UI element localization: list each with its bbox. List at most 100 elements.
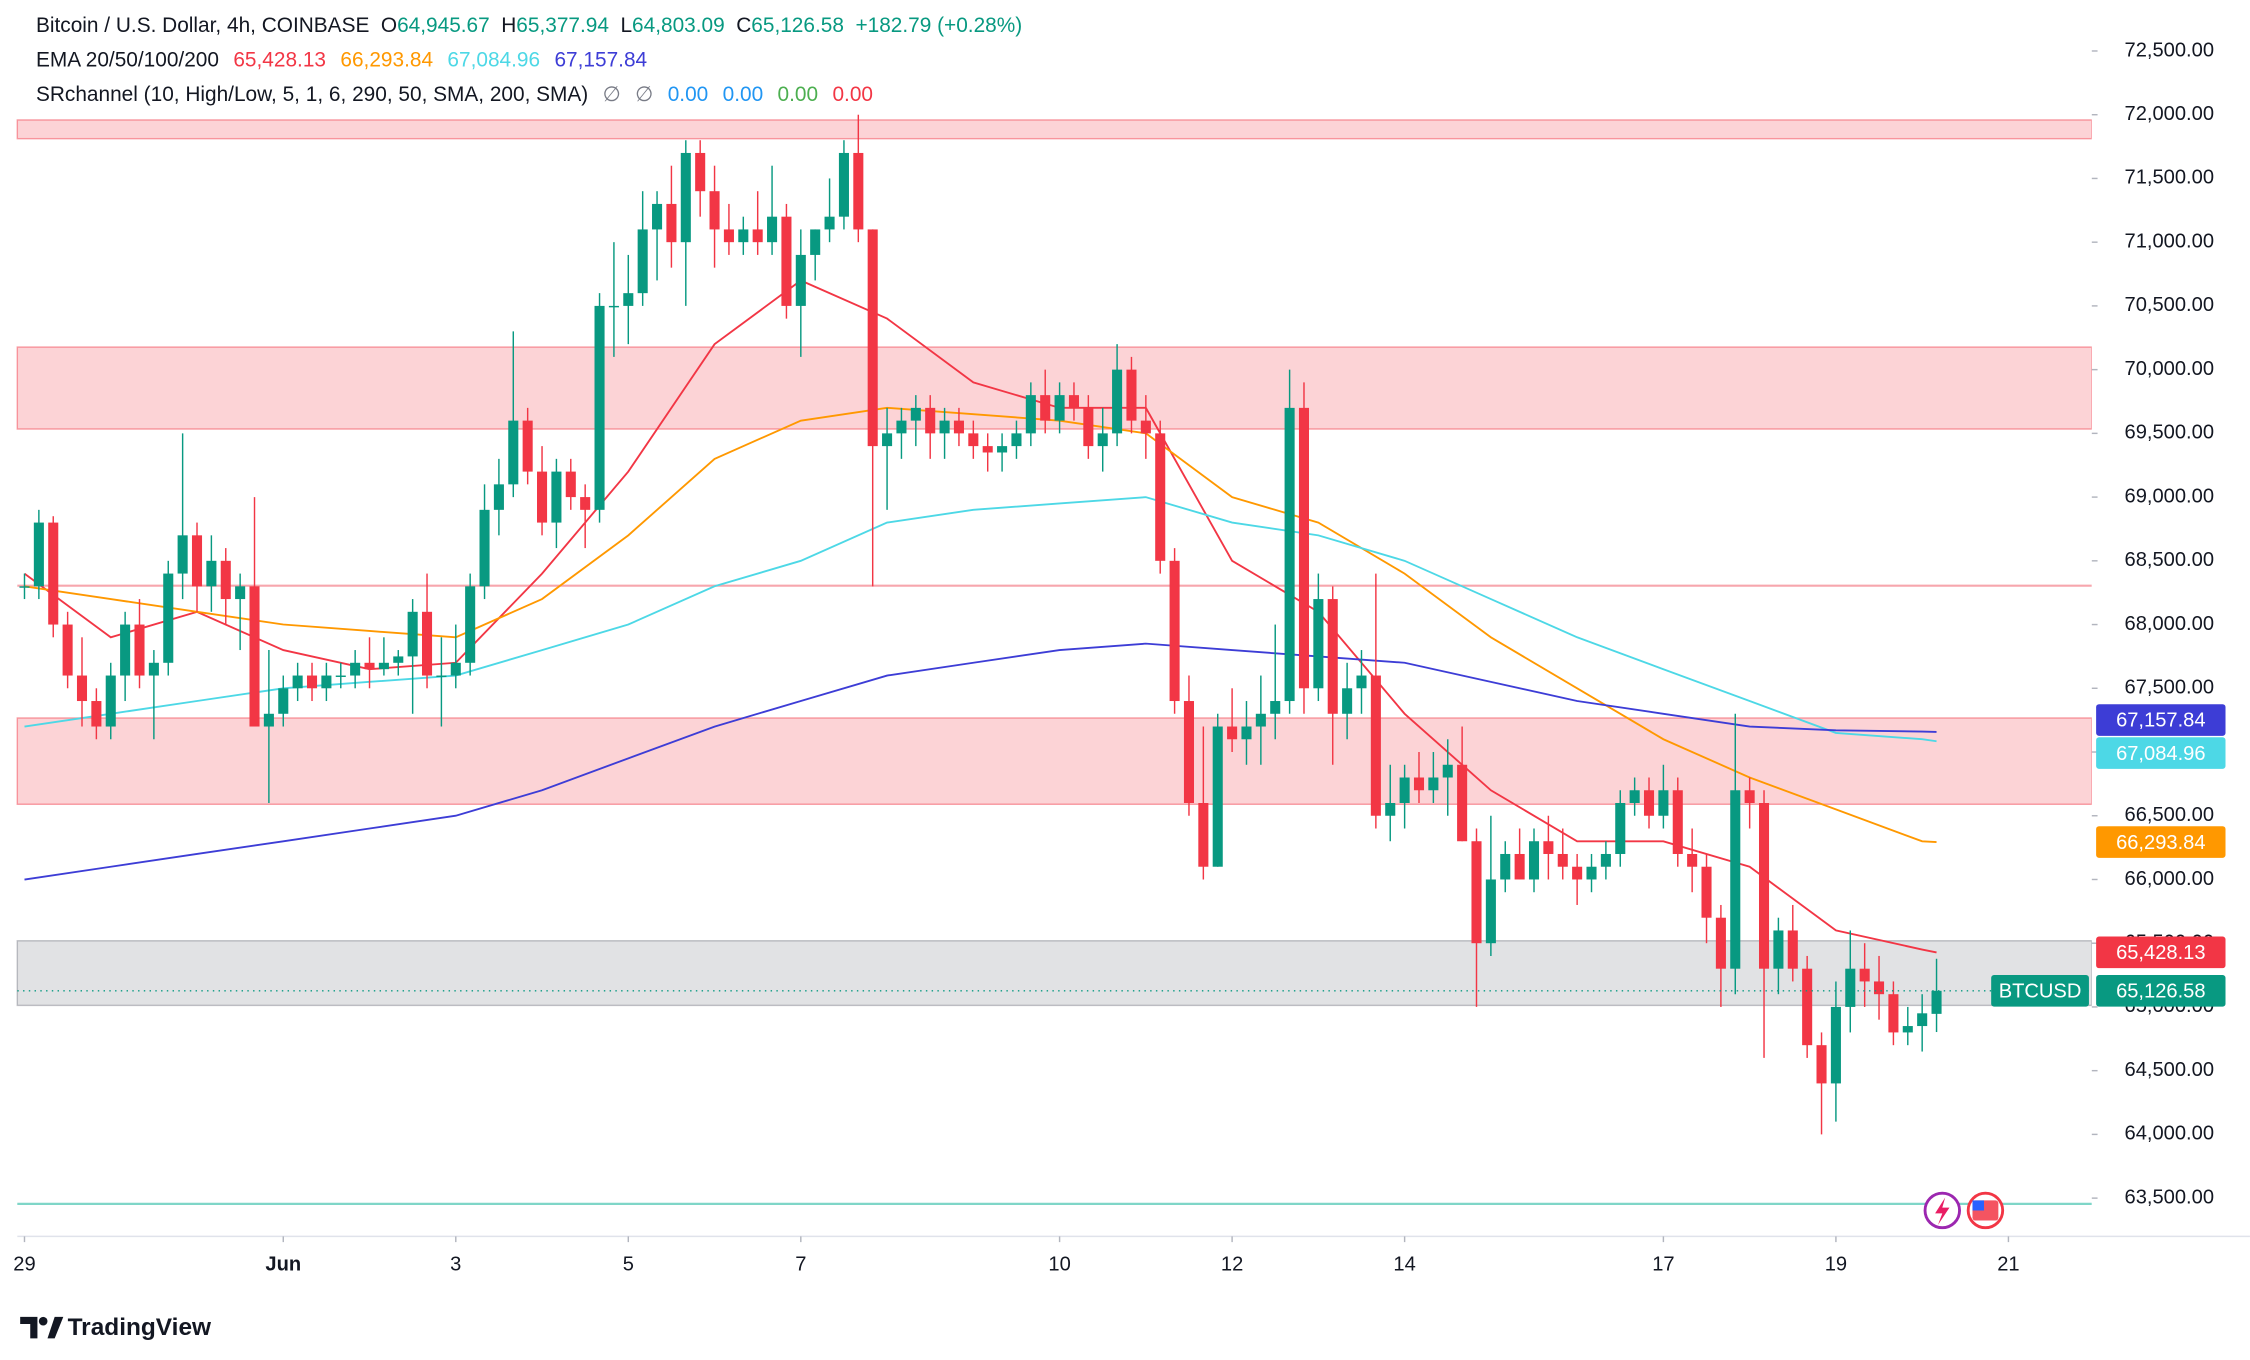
x-tick-label: 12: [1221, 1253, 1243, 1275]
candle-body: [939, 420, 950, 434]
badge-bg: [2096, 704, 2226, 736]
x-tick-label: Jun: [265, 1253, 301, 1275]
candle-body: [925, 407, 936, 434]
candle-body: [220, 560, 231, 600]
candle-body: [1255, 713, 1266, 727]
event-icons[interactable]: [1923, 1191, 2005, 1230]
candle-body: [378, 662, 389, 670]
candle-body: [1514, 853, 1525, 880]
candle-body: [580, 497, 591, 510]
candle-body: [1586, 866, 1597, 880]
candle-body: [1011, 433, 1022, 447]
candle-body: [249, 586, 260, 727]
candle-body: [1471, 841, 1482, 944]
candle-body: [191, 535, 203, 587]
logo-mark: [20, 1316, 38, 1339]
candle-body: [292, 675, 303, 689]
candle-body: [393, 656, 404, 663]
candle-body: [1227, 726, 1238, 740]
candle-body: [1528, 841, 1540, 880]
candle-body: [910, 407, 921, 421]
candle-body: [637, 229, 648, 294]
y-tick-label: 70,500.00: [2125, 294, 2214, 316]
candle-body: [1874, 981, 1885, 995]
sr-zone: [16, 119, 2093, 140]
candle-body: [105, 675, 116, 727]
candle-body: [1370, 675, 1381, 816]
logo-dot: [38, 1316, 48, 1326]
candle-body: [1730, 790, 1741, 969]
candle-body: [1054, 395, 1065, 421]
candle-body: [810, 229, 821, 255]
candle-body: [1888, 994, 1899, 1033]
candle-body: [1500, 853, 1511, 880]
candle-body: [882, 433, 893, 447]
candle-body: [1744, 790, 1755, 803]
candle-body: [1140, 420, 1151, 434]
candle-body: [1356, 675, 1367, 689]
candle-body: [594, 305, 605, 510]
candle-body: [723, 229, 734, 243]
x-tick-label: 14: [1393, 1253, 1415, 1275]
candle-body: [867, 229, 878, 447]
badge-bg: [2096, 826, 2226, 858]
candle-body: [1658, 790, 1669, 816]
ohlc-label: H: [501, 13, 516, 36]
candle-body: [479, 509, 490, 587]
candle-body: [1413, 777, 1425, 791]
candle-body: [1802, 968, 1813, 1046]
ema-value: 65,428.13: [233, 48, 326, 71]
badge-label: 65,428.13: [2116, 942, 2205, 964]
candle-body: [350, 662, 361, 676]
sr-zone: [16, 940, 2093, 1007]
ema-title: EMA 20/50/100/200: [36, 48, 219, 71]
candle-body: [1773, 930, 1784, 969]
candle-body: [680, 152, 691, 243]
candle-body: [1284, 407, 1295, 702]
change: +182.79 (+0.28%): [855, 13, 1022, 36]
sr-output: 0.00: [832, 82, 873, 105]
candle-body: [1687, 853, 1698, 867]
badge-label: 67,157.84: [2116, 710, 2205, 732]
x-tick-label: 7: [795, 1253, 806, 1275]
candle-body: [537, 471, 548, 523]
y-tick-label: 64,000.00: [2125, 1123, 2214, 1145]
ohlc-value: 64,945.67: [397, 13, 490, 36]
badge-label: 65,126.58: [2116, 981, 2205, 1003]
candle-body: [1083, 407, 1094, 447]
ema-price-badge: 67,084.96: [2096, 737, 2226, 769]
ohlc-value: 64,803.09: [632, 13, 725, 36]
candle-body: [1629, 790, 1640, 803]
ohlc-label: O: [381, 13, 397, 36]
sr-symbol: ∅: [635, 82, 653, 105]
candle-body: [1830, 1006, 1841, 1084]
symbol-tag-bg: [1991, 974, 2089, 1007]
candle-body: [163, 573, 174, 663]
candle-body: [177, 535, 188, 574]
candle-body: [767, 216, 778, 243]
candle-body: [421, 611, 433, 676]
candle-body: [1241, 726, 1252, 740]
ema-value: 67,157.84: [554, 48, 647, 71]
candle-body: [1615, 802, 1626, 854]
candle-body: [1701, 866, 1712, 918]
ema-price-badge: 66,293.84: [2096, 826, 2226, 858]
candle-body: [1068, 395, 1079, 408]
candle-body: [206, 560, 217, 587]
candle-body: [709, 191, 720, 230]
x-tick-label: 29: [13, 1253, 35, 1275]
candle-body: [824, 216, 835, 230]
candle-body: [436, 675, 447, 677]
candle-body: [1183, 701, 1195, 803]
flag-canton: [1972, 1200, 1984, 1211]
candle-body: [450, 662, 461, 676]
tradingview-logo[interactable]: TradingView: [20, 1314, 212, 1341]
candle-body: [1816, 1045, 1827, 1084]
y-tick-label: 71,500.00: [2125, 167, 2214, 189]
candle-body: [1758, 802, 1770, 969]
ema-price-badge: 67,157.84: [2096, 704, 2226, 736]
candle-body: [565, 471, 576, 498]
candle-body: [608, 305, 619, 308]
